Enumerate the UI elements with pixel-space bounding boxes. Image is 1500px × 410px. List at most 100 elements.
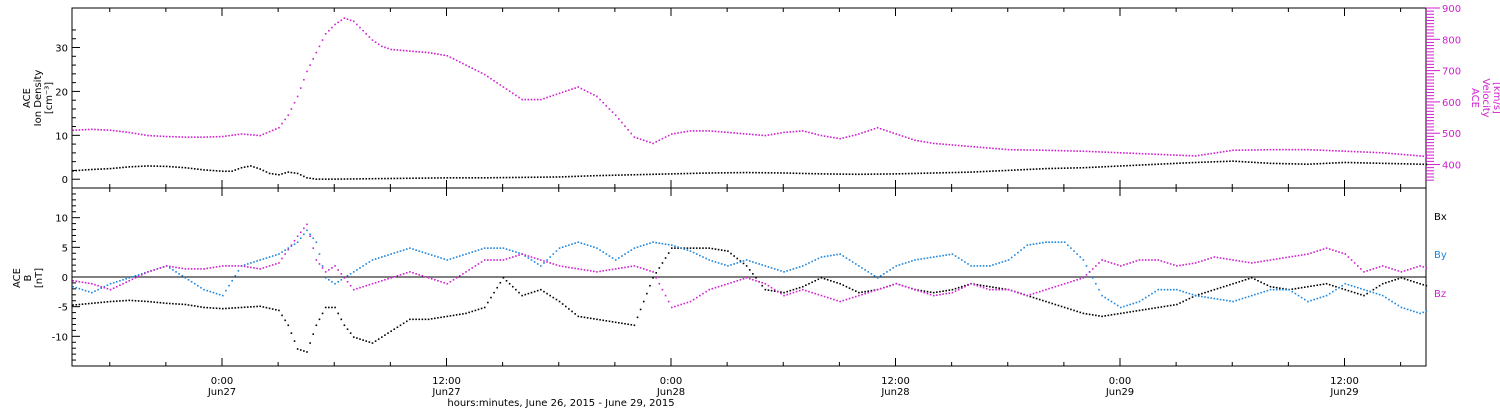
b-series-bx-point (964, 284, 966, 287)
density-series-point (705, 172, 707, 174)
density-series-point (421, 177, 424, 179)
b-series-by-point (982, 265, 985, 267)
b-series-bx-point (1332, 284, 1334, 287)
b-series-bx-point (271, 308, 274, 310)
b-series-bz-point (936, 294, 938, 296)
b-series-bz-point (571, 267, 573, 269)
b-series-bx-point (982, 284, 985, 287)
density-series-point (193, 168, 196, 170)
b-series-bz-point (1366, 270, 1368, 272)
velocity-series-point (982, 146, 985, 149)
velocity-series-point (518, 96, 520, 99)
density-series-point (1279, 162, 1281, 165)
b-series-by-point (895, 265, 898, 267)
density-series-point (1363, 162, 1365, 164)
density-axis-label: [cm⁻³] (44, 82, 55, 114)
b-series-bx-point (505, 279, 508, 282)
b-series-by-point (1369, 290, 1372, 293)
density-series-point (627, 174, 629, 176)
b-series-bx-point (362, 339, 364, 341)
density-tick-label: 10 (55, 131, 68, 142)
b-series-by-point (1185, 291, 1188, 294)
b-series-bx-point (159, 301, 162, 304)
velocity-series-point (1416, 154, 1418, 157)
b-series-by-point (1095, 282, 1097, 285)
b-series-bz-point (602, 270, 605, 272)
density-series-point (1303, 163, 1306, 165)
velocity-series-point (181, 136, 184, 138)
b-series-bz-point (536, 258, 539, 260)
velocity-series-point (1048, 149, 1050, 152)
velocity-series-point (1216, 151, 1219, 154)
b-series-bz-point (549, 262, 551, 264)
density-series-point (599, 174, 601, 177)
b-series-bx-point (1413, 280, 1415, 283)
x-tick-date-label: Jun29 (1329, 387, 1358, 398)
b-series-bz-point (985, 287, 988, 290)
b-series-bx-point (826, 278, 829, 281)
velocity-series-point (487, 75, 489, 78)
b-series-bx-point (1254, 278, 1256, 281)
b-series-by-point (540, 265, 542, 267)
b-series-bz-point (299, 231, 302, 234)
b-series-bx-point (81, 303, 84, 306)
b-series-by-point (231, 279, 233, 282)
velocity-series-point (1163, 153, 1166, 156)
velocity-series-point (543, 97, 545, 100)
density-series-point (190, 167, 193, 170)
velocity-series-point (162, 135, 165, 138)
b-series-by-point (1419, 312, 1421, 315)
density-series-point (886, 173, 888, 175)
density-series-point (1013, 169, 1016, 171)
b-series-bx-point (1322, 283, 1325, 286)
density-series-point (995, 170, 997, 172)
density-series-point (1250, 161, 1253, 164)
velocity-series-point (103, 129, 106, 131)
b-series-by-point (474, 250, 477, 252)
b-series-bz-point (911, 287, 913, 290)
density-series-point (677, 172, 679, 175)
b-series-bz-point (144, 272, 146, 275)
b-series-bz-point (75, 280, 78, 283)
b-series-bx-point (617, 321, 620, 324)
b-series-bz-point (231, 265, 233, 267)
b-series-by-point (667, 243, 670, 246)
b-series-bx-point (639, 308, 642, 311)
b-series-bz-point (951, 291, 954, 294)
b-series-bx-point (303, 350, 305, 352)
b-series-by-point (811, 260, 813, 263)
density-series-point (929, 172, 932, 174)
velocity-series-point (1341, 150, 1343, 152)
density-series-point (1035, 168, 1038, 170)
velocity-series-point (1244, 149, 1247, 151)
b-series-by-point (496, 247, 498, 249)
b-series-by-point (661, 242, 664, 245)
b-series-bx-point (992, 286, 994, 288)
b-series-bz-point (293, 239, 296, 242)
b-series-bx-point (674, 247, 676, 249)
b-series-bz-point (1063, 282, 1066, 285)
b-series-bz-point (524, 254, 527, 256)
velocity-series-point (1095, 150, 1097, 153)
b-series-by-point (515, 251, 517, 253)
velocity-series-point (415, 50, 417, 53)
velocity-series-point (677, 132, 679, 134)
b-series-by-point (462, 254, 464, 256)
density-series-point (1226, 160, 1228, 163)
velocity-series-point (1403, 153, 1406, 156)
b-series-bz-point (265, 266, 268, 268)
b-series-bz-point (1207, 258, 1209, 260)
velocity-series-point (907, 137, 910, 139)
b-series-bx-point (153, 301, 156, 303)
b-series-by-point (1409, 309, 1412, 312)
b-series-by-point (421, 251, 424, 253)
b-series-by-point (181, 275, 184, 277)
b-series-by-point (1057, 241, 1060, 243)
velocity-series-point (293, 101, 296, 104)
velocity-series-point (1079, 150, 1082, 152)
b-series-bz-point (714, 286, 717, 289)
b-series-bz-point (960, 287, 963, 289)
b-series-by-point (122, 278, 124, 281)
b-series-by-point (1328, 292, 1331, 295)
velocity-series-point (156, 135, 159, 137)
